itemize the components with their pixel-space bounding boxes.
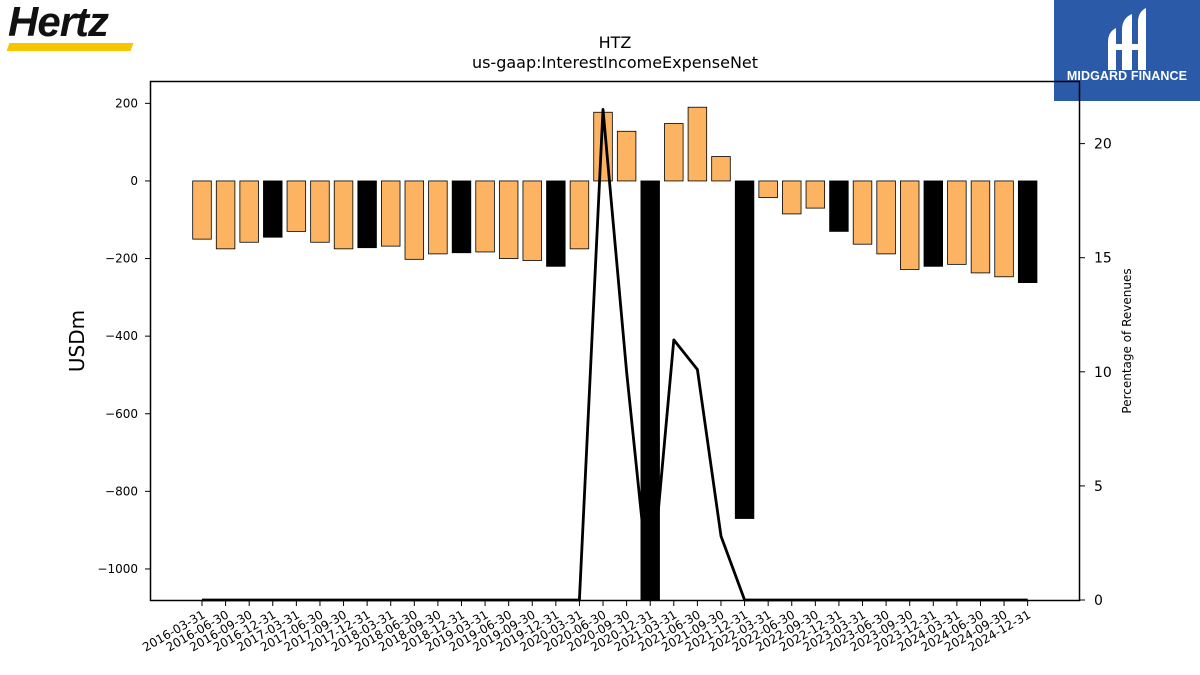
bar-2018-06-30	[404, 180, 425, 260]
bar-2019-03-31	[475, 180, 495, 253]
bar-2016-12-31	[263, 180, 283, 238]
bar-2018-09-30	[428, 180, 448, 255]
bar-2023-03-31	[852, 180, 873, 245]
midgard-logo-text: MIDGARD FINANCE	[1066, 69, 1188, 83]
y-tick-label: −200	[105, 252, 138, 266]
bar-2021-06-30	[687, 106, 708, 182]
bar-2019-09-30	[522, 180, 542, 261]
bar-2017-06-30	[310, 180, 330, 243]
bar-2021-09-30	[711, 156, 731, 182]
bar-2024-09-30	[994, 180, 1014, 278]
bar-2019-06-30	[498, 180, 519, 259]
y-tick-label: 0	[130, 174, 138, 188]
bar-2023-09-30	[900, 180, 920, 270]
bar-2016-06-30	[215, 180, 236, 250]
bar-2023-06-30	[876, 180, 896, 255]
y-tick-label: 200	[115, 96, 138, 110]
bar-2018-03-31	[381, 180, 401, 247]
bar-2021-12-31	[734, 180, 755, 519]
hertz-logo: Hertz	[6, 0, 138, 54]
y2-tick-label: 10	[1094, 365, 1112, 381]
bars-layer	[192, 106, 1038, 601]
bar-2022-06-30	[782, 180, 802, 215]
y2-axis-label: Percentage of Revenues	[1120, 268, 1134, 413]
bar-2024-06-30	[970, 180, 991, 274]
y-axis-label: USDm	[65, 310, 89, 372]
left-axis: 200 0 −200 −400 −600 −800 −1000	[97, 96, 151, 576]
midgard-finance-logo: MIDGARD FINANCE	[1054, 0, 1200, 101]
bar-2016-09-30	[239, 180, 259, 243]
y2-tick-label: 20	[1094, 137, 1112, 153]
y2-tick-label: 0	[1094, 593, 1103, 609]
y-tick-label: −800	[105, 484, 138, 498]
bar-2023-12-31	[923, 180, 943, 267]
y2-tick-label: 5	[1094, 479, 1103, 495]
bar-2020-03-31	[569, 180, 590, 250]
bar-2021-03-31	[664, 123, 684, 182]
x-axis: 2016-03-312016-06-302016-09-302016-12-31…	[140, 600, 1033, 654]
hertz-logo-text: Hertz	[8, 0, 109, 45]
y-tick-label: −600	[105, 407, 138, 421]
midgard-mark-icon	[1108, 8, 1146, 70]
right-axis: 0 5 10 15 20	[1079, 137, 1112, 609]
bar-2022-09-30	[805, 180, 826, 209]
bar-2016-03-31	[192, 180, 212, 240]
bar-2019-12-31	[546, 180, 566, 267]
y-tick-label: −400	[105, 329, 138, 343]
bar-2017-12-31	[357, 180, 377, 249]
bar-2020-09-30	[616, 130, 637, 182]
y2-tick-label: 15	[1094, 251, 1112, 267]
bar-2018-12-31	[451, 180, 472, 254]
chart-title: HTZ	[599, 33, 632, 52]
bar-2024-03-31	[947, 180, 967, 265]
y-tick-label: −1000	[97, 562, 138, 576]
bar-2017-03-31	[286, 180, 307, 232]
bar-2022-03-31	[758, 180, 778, 199]
bar-2022-12-31	[829, 180, 849, 232]
plot-frame	[149, 80, 1081, 602]
chart-subtitle: us-gaap:InterestIncomeExpenseNet	[472, 53, 758, 72]
bar-2017-09-30	[333, 180, 354, 250]
bar-2024-12-31	[1017, 180, 1038, 284]
